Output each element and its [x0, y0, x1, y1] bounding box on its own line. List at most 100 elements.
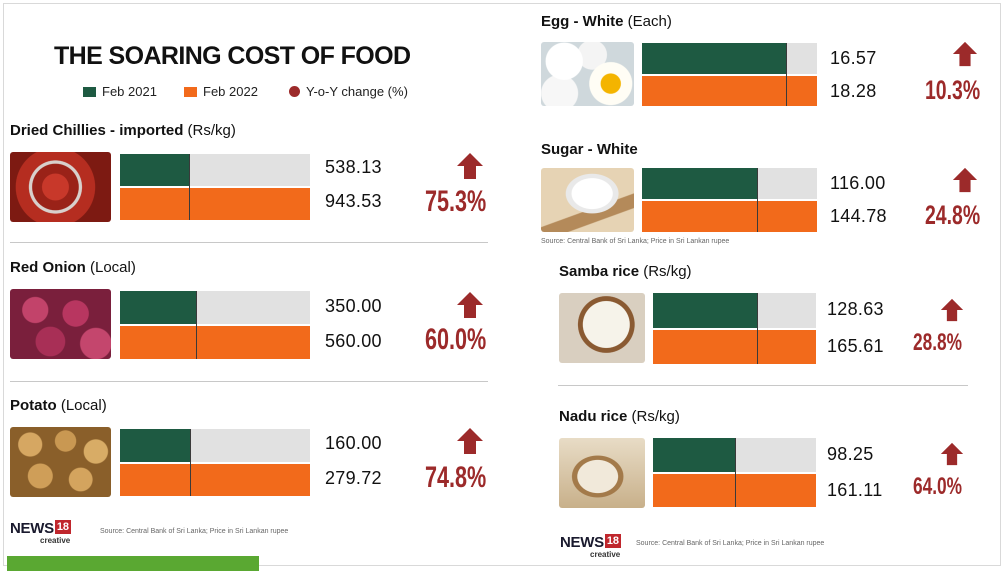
bar-feb2021-nadu [653, 438, 735, 472]
item-name: Sugar - White [541, 141, 638, 158]
item-name: Red Onion [10, 259, 86, 276]
up-arrow-icon [952, 167, 978, 193]
bar-track [653, 329, 816, 364]
bar-feb2021-onion [120, 291, 196, 324]
bar-track [653, 293, 816, 328]
bar-track [120, 463, 310, 496]
bar-marker-line [189, 154, 191, 220]
up-arrow-icon [457, 428, 483, 454]
value-feb2021-chillies: 538.13 [325, 157, 382, 177]
up-arrow-icon [457, 292, 483, 318]
source-note: Source: Central Bank of Sri Lanka; Price… [636, 540, 825, 547]
bar-track [120, 291, 310, 324]
up-arrow-icon [940, 298, 964, 322]
bar-feb2021-sugar [642, 168, 757, 199]
bar-marker-line [734, 438, 736, 507]
bar-track [120, 154, 310, 186]
bar-track [120, 326, 310, 359]
item-label-chillies: Dried Chillies - imported (Rs/kg) [10, 122, 236, 139]
bar-feb2021-egg [642, 43, 787, 74]
item-name: Samba rice [559, 263, 640, 280]
value-feb2021-sugar: 116.00 [830, 173, 886, 193]
value-feb2022-nadu: 161.11 [827, 479, 883, 500]
yoy-change-egg: 10.3% [925, 75, 981, 105]
item-unit: (Each) [623, 13, 672, 30]
item-unit: (Rs/kg) [183, 122, 236, 139]
bar-feb2022-onion [120, 326, 310, 359]
item-unit: (Rs/kg) [639, 263, 692, 280]
legend-label-feb2022: Feb 2022 [203, 84, 258, 99]
legend-label-feb2021: Feb 2021 [102, 84, 157, 99]
news18-logo: NEWS 18 creative [560, 534, 622, 559]
item-label-nadu: Nadu rice (Rs/kg) [559, 408, 680, 425]
photo-nadu [559, 438, 645, 508]
legend-feb2021: Feb 2021 [83, 84, 157, 99]
value-feb2022-onion: 560.00 [325, 331, 382, 351]
bar-track [642, 43, 817, 74]
bar-feb2021-potato [120, 429, 190, 462]
photo-potato [10, 427, 111, 497]
bar-feb2022-potato [120, 463, 310, 496]
legend-swatch-feb2022 [184, 86, 197, 97]
yoy-change-chillies: 75.3% [425, 185, 487, 218]
bar-track [642, 75, 817, 106]
bar-marker-line [189, 429, 191, 496]
chart-title: THE SOARING COST OF FOOD [54, 42, 411, 70]
bar-track [642, 201, 817, 232]
value-feb2022-egg: 18.28 [830, 80, 877, 101]
bar-track [642, 168, 817, 199]
source-note: Source: Central Bank of Sri Lanka; Price… [100, 528, 289, 535]
bar-track [120, 188, 310, 220]
item-unit: (Rs/kg) [627, 408, 680, 425]
value-feb2022-chillies: 943.53 [325, 191, 382, 211]
bar-feb2021-chillies [120, 154, 190, 186]
legend-swatch-feb2021 [83, 86, 96, 97]
bar-feb2021-samba [653, 293, 757, 328]
bar-feb2022-chillies [120, 188, 310, 220]
value-feb2021-nadu: 98.25 [827, 444, 874, 464]
item-label-samba: Samba rice (Rs/kg) [559, 263, 692, 280]
photo-samba [559, 293, 645, 363]
separator [10, 381, 488, 382]
bar-marker-line [756, 168, 758, 232]
photo-onion [10, 289, 111, 359]
value-feb2022-sugar: 144.78 [830, 206, 887, 226]
bar-marker-line [786, 43, 788, 106]
legend-yoy: Y-o-Y change (%) [289, 84, 408, 99]
value-feb2021-samba: 128.63 [827, 299, 884, 319]
photo-egg [541, 42, 634, 106]
source-note: Source: Central Bank of Sri Lanka; Price… [541, 238, 730, 245]
photo-sugar [541, 168, 634, 232]
value-feb2021-egg: 16.57 [830, 48, 877, 68]
item-label-potato: Potato (Local) [10, 397, 107, 414]
news18-logo: NEWS 18 creative [10, 520, 72, 545]
item-unit: (Local) [85, 259, 136, 276]
footer-strip [7, 556, 259, 571]
separator [10, 242, 488, 243]
bar-marker-line [756, 293, 758, 364]
yoy-change-samba: 28.8% [913, 329, 963, 356]
legend-dot-yoy [289, 86, 300, 97]
bar-feb2022-sugar [642, 201, 817, 232]
item-label-onion: Red Onion (Local) [10, 259, 136, 276]
yoy-change-nadu: 64.0% [913, 473, 963, 500]
yoy-change-potato: 74.8% [425, 461, 487, 494]
item-name: Nadu rice [559, 408, 628, 425]
item-unit: (Local) [56, 397, 107, 414]
value-feb2022-samba: 165.61 [827, 335, 884, 356]
yoy-change-sugar: 24.8% [925, 200, 981, 230]
separator [558, 385, 968, 386]
legend-feb2022: Feb 2022 [184, 84, 258, 99]
bar-feb2022-samba [653, 329, 816, 364]
up-arrow-icon [952, 41, 978, 67]
photo-chillies [10, 152, 111, 222]
item-label-egg: Egg - White (Each) [541, 13, 672, 30]
item-name: Potato [10, 397, 57, 414]
up-arrow-icon [457, 153, 483, 179]
bar-track [120, 429, 310, 462]
item-name: Egg - White [541, 13, 624, 30]
bar-marker-line [196, 291, 197, 359]
value-feb2021-potato: 160.00 [325, 433, 382, 453]
infographic-frame [3, 3, 1001, 566]
yoy-change-onion: 60.0% [425, 323, 487, 356]
